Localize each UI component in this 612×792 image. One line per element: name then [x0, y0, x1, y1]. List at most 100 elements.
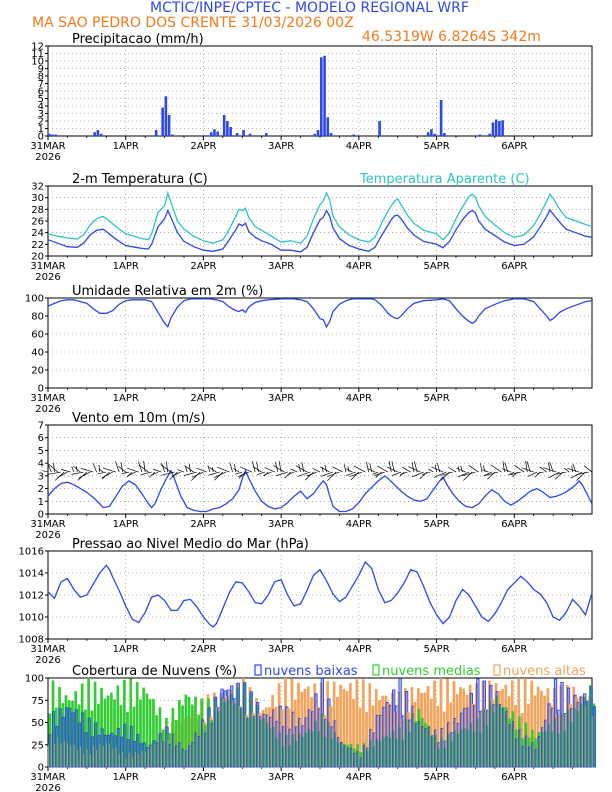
- wind-arrow: [434, 464, 437, 473]
- temp-xtick-label: 1APR: [113, 261, 139, 272]
- wind-arrow: [127, 467, 139, 473]
- wind-arrow: [485, 471, 499, 476]
- wind-arrow: [278, 460, 282, 473]
- wind-arrow: [527, 471, 538, 478]
- vento-title: Vento em 10m (m/s): [72, 411, 205, 426]
- wind-arrow: [185, 466, 188, 473]
- wind-arrow: [234, 464, 237, 473]
- wind-arrow: [229, 462, 233, 473]
- precip-ytick-label: 10: [31, 57, 44, 68]
- wind-arrow: [373, 471, 385, 477]
- wind-arrow: [525, 461, 528, 473]
- wind-arrow: [402, 466, 411, 473]
- precip-xtick-label: 6APR: [501, 141, 527, 152]
- precip-bar: [320, 57, 323, 136]
- precip-bar: [488, 133, 491, 136]
- wind-arrow: [391, 471, 402, 476]
- precip-bar: [329, 133, 333, 136]
- precip-bar: [313, 133, 317, 136]
- vento-xtick-label: 6APR: [501, 519, 527, 530]
- umid-frame: [47, 297, 593, 389]
- pressao-xtick-label: 4APR: [346, 644, 372, 655]
- wind-arrow: [160, 464, 172, 473]
- precip-bar: [433, 133, 436, 136]
- vento-ytick-label: 0: [38, 510, 44, 521]
- precip-ytick-label: 6: [38, 87, 44, 98]
- wind-arrow: [120, 462, 123, 473]
- pressao-ytick-label: 1008: [19, 635, 44, 646]
- temp-ytick-label: 28: [31, 205, 44, 216]
- precip-bar: [54, 134, 58, 136]
- temp-ytick-label: 20: [31, 252, 44, 263]
- umid-line-umidade: [47, 298, 593, 329]
- umid-ytick-label: 100: [25, 294, 44, 305]
- precip-ytick-label: 7: [38, 79, 44, 90]
- wind-arrow: [48, 465, 52, 473]
- wind-arrow: [366, 461, 369, 473]
- wind-arrow: [177, 469, 185, 473]
- cloud-bar-low: [74, 709, 78, 768]
- wind-arrow: [140, 471, 152, 475]
- wind-arrow: [152, 468, 162, 473]
- wind-arrow: [161, 463, 165, 473]
- precip-bar: [498, 121, 501, 136]
- wind-arrow: [92, 463, 97, 473]
- wind-arrow: [274, 461, 279, 473]
- precip-title: Precipitacao (mm/h): [72, 32, 204, 47]
- wind-arrow: [97, 471, 107, 475]
- precip-bar: [323, 55, 326, 136]
- wind-arrow: [539, 466, 547, 473]
- wind-arrow: [78, 471, 91, 479]
- wind-arrow: [273, 465, 285, 473]
- nuvens-xtick-label: 6APR: [501, 772, 527, 783]
- wind-arrow: [191, 471, 201, 481]
- umid-xtick-label: 5APR: [423, 393, 449, 404]
- precip-xtick-label: 1APR: [113, 141, 139, 152]
- wind-arrow: [233, 468, 240, 473]
- precip-bar: [203, 135, 207, 136]
- precip-bar: [64, 135, 67, 136]
- wind-arrow: [369, 463, 373, 473]
- wind-arrow: [556, 471, 567, 475]
- wind-arrow: [213, 471, 227, 478]
- wind-arrow: [388, 460, 392, 473]
- precip-bar: [494, 119, 498, 136]
- precip-xtick-label: 3APR: [268, 141, 294, 152]
- vento-ytick-label: 6: [38, 433, 44, 444]
- cloud-bar-low: [592, 706, 597, 768]
- precip-bar: [171, 134, 174, 136]
- precip-ytick-label: 0: [38, 132, 44, 143]
- nuvens-xtick-label: 1APR: [113, 772, 139, 783]
- wind-arrow: [148, 471, 156, 478]
- nuvens-ytick-label: 50: [31, 718, 44, 729]
- wind-arrow: [57, 471, 68, 479]
- pressao-xtick-label: 5APR: [423, 644, 449, 655]
- wind-arrow: [306, 471, 317, 477]
- wind-arrow: [290, 468, 298, 473]
- temp-xtick-label: 3APR: [268, 261, 294, 272]
- wind-arrow: [482, 469, 489, 473]
- wind-arrow: [297, 471, 311, 477]
- precip-bar: [242, 130, 245, 136]
- cloud-bar-low: [87, 717, 91, 768]
- wind-arrow: [209, 467, 217, 473]
- umid-ytick-label: 0: [38, 384, 44, 395]
- temp-legend: Temperatura Aparente (C): [359, 172, 530, 187]
- cloud-legend-label: nuvens altas: [503, 664, 586, 679]
- cloud-legend-label: nuvens baixas: [264, 664, 358, 679]
- wind-arrow: [372, 471, 379, 475]
- nuvens-xtick-year: 2026: [35, 783, 60, 792]
- umid-xtick-label: 3APR: [268, 393, 294, 404]
- vento-xtick-label: 31MAR: [30, 519, 65, 530]
- wind-arrow: [101, 471, 113, 479]
- wind-arrow: [264, 467, 275, 473]
- wind-arrow: [118, 466, 126, 473]
- wind-arrow: [376, 465, 389, 473]
- umid-xtick-label: 6APR: [501, 393, 527, 404]
- wind-arrow: [239, 466, 253, 473]
- pressao-line-pressao: [47, 560, 593, 628]
- wind-arrow: [490, 464, 502, 473]
- nuvens-xtick-label: 3APR: [268, 772, 294, 783]
